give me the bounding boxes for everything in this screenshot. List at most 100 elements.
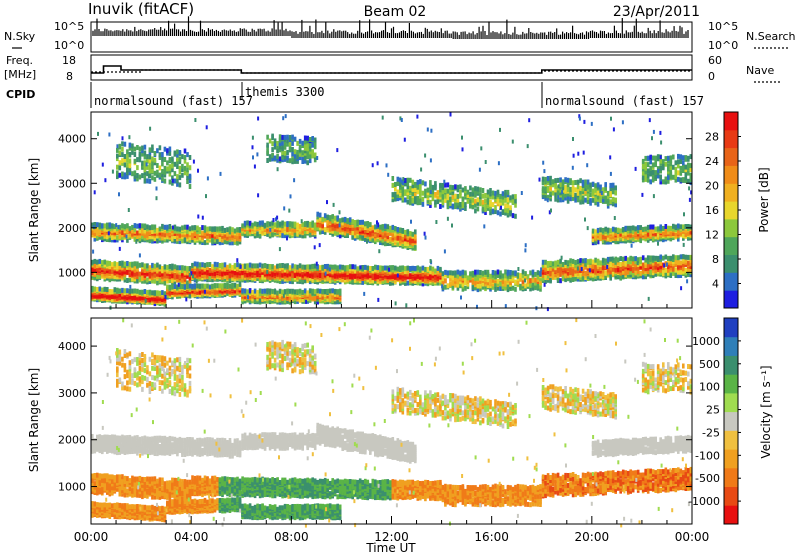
power-cell	[266, 135, 269, 140]
power-cell	[504, 203, 507, 208]
power-cell	[514, 280, 517, 285]
power-cell	[449, 270, 452, 275]
power-cell	[344, 265, 347, 270]
power-cell	[594, 183, 597, 188]
power-cell	[179, 150, 182, 155]
power-cell	[409, 266, 412, 271]
power-cell	[512, 286, 515, 291]
power-cell	[174, 171, 177, 176]
power-cell	[121, 223, 124, 228]
power-cell	[149, 225, 152, 230]
power-cell	[414, 245, 417, 250]
power-cell	[151, 263, 154, 268]
power-cell	[602, 228, 605, 233]
power-cell	[542, 186, 545, 191]
power-cell	[324, 289, 327, 294]
power-cell	[279, 289, 282, 294]
power-cell	[279, 134, 282, 139]
power-cell	[226, 265, 229, 270]
power-cell	[211, 284, 214, 289]
power-cell	[141, 173, 144, 178]
power-cell	[94, 259, 97, 264]
power-cell	[196, 262, 199, 267]
power-cell	[609, 257, 612, 262]
power-cell	[422, 191, 425, 196]
power-cell	[266, 288, 269, 293]
power-cell	[389, 237, 392, 242]
power-cell	[604, 182, 607, 187]
power-cell	[134, 152, 137, 157]
power-cell	[301, 265, 304, 270]
power-cell	[254, 221, 257, 226]
power-cell	[599, 260, 602, 265]
power-cell	[341, 265, 344, 270]
power-cell	[126, 163, 129, 168]
power-cell	[116, 288, 119, 293]
power-cell	[457, 185, 460, 190]
power-cell	[459, 184, 462, 189]
power-cell	[329, 289, 332, 294]
power-cell	[479, 270, 482, 275]
power-cell	[236, 284, 239, 289]
power-cell	[231, 265, 234, 270]
power-cell	[607, 257, 610, 262]
power-cell	[201, 284, 204, 289]
power-cell	[507, 208, 510, 213]
power-cell	[189, 284, 192, 289]
power-cell	[619, 262, 622, 267]
power-cell	[619, 228, 622, 233]
power-cell	[482, 200, 485, 205]
power-cell	[464, 202, 467, 207]
power-cell	[159, 152, 162, 157]
nsky-tick-top: 10^5	[54, 20, 84, 33]
power-cell	[314, 289, 317, 294]
power-cell	[284, 151, 287, 156]
power-cell	[402, 228, 405, 233]
power-cell	[392, 183, 395, 188]
power-cell	[569, 178, 572, 183]
power-cell	[549, 261, 552, 266]
power-cell	[572, 259, 575, 264]
power-cell	[229, 226, 232, 231]
power-cell	[301, 159, 304, 164]
power-cell	[259, 263, 262, 268]
power-cell	[309, 154, 312, 159]
power-cell	[161, 290, 164, 295]
power-cell	[392, 265, 395, 270]
power-cell	[186, 266, 189, 271]
power-cell	[509, 205, 512, 210]
power-cell	[387, 224, 390, 229]
power-cell	[236, 227, 239, 232]
power-cell	[619, 256, 622, 261]
power-cell	[372, 225, 375, 230]
power-cell	[234, 283, 237, 288]
power-cell	[589, 192, 592, 197]
power-cell	[184, 166, 187, 171]
power-cell	[176, 226, 179, 231]
power-cell	[434, 181, 437, 186]
power-cell	[537, 270, 540, 275]
power-cell	[134, 261, 137, 266]
station-title: Inuvik (fitACF)	[88, 0, 194, 18]
power-cell	[394, 196, 397, 201]
power-cell	[612, 227, 615, 232]
power-cell	[139, 223, 142, 228]
power-cell	[266, 143, 269, 148]
power-cell	[594, 229, 597, 234]
power-cell	[424, 267, 427, 272]
power-cell	[131, 143, 134, 148]
power-cell	[487, 270, 490, 275]
power-cell	[534, 272, 537, 277]
power-cell	[554, 261, 557, 266]
power-cell	[579, 178, 582, 183]
power-cell	[464, 286, 467, 291]
power-cell	[234, 263, 237, 268]
power-cell	[301, 141, 304, 146]
power-cell	[499, 270, 502, 275]
power-cell	[161, 176, 164, 181]
power-cell	[186, 284, 189, 289]
power-cell	[259, 288, 262, 293]
power-cell	[569, 269, 572, 274]
nave-tick-bottom: 0	[708, 70, 715, 83]
power-cell	[284, 289, 287, 294]
